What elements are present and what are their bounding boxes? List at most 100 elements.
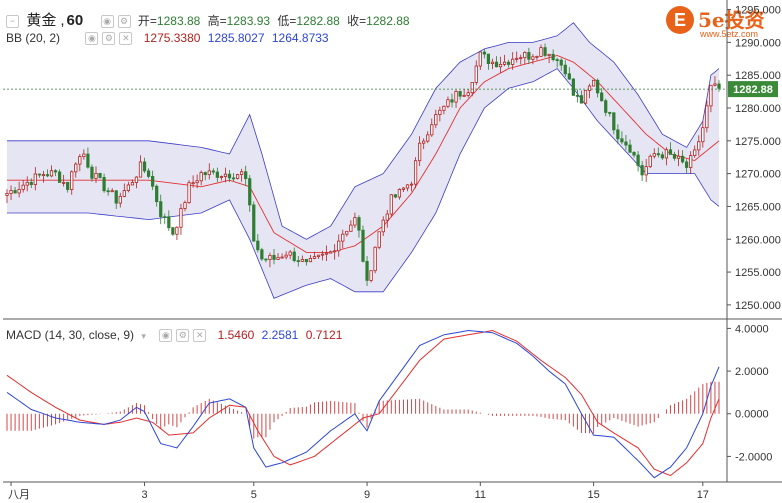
settings-icon[interactable]: ⚙ <box>117 15 131 29</box>
price-tick-label: 1290.000 <box>735 37 781 49</box>
candle-body <box>333 250 337 253</box>
candle-body <box>33 173 37 186</box>
macd-tick-label: 4.0000 <box>735 323 769 335</box>
logo-mark-icon: E <box>666 6 694 34</box>
candle-body <box>203 172 207 176</box>
candle-body <box>660 154 664 159</box>
macd-close-icon[interactable]: ✕ <box>193 329 207 343</box>
candle-body <box>596 79 600 94</box>
candle-body <box>519 57 523 60</box>
candle-body <box>377 231 381 248</box>
bb-eye-icon[interactable]: ◉ <box>85 32 99 46</box>
candle-body <box>470 82 474 94</box>
candle-body <box>458 91 462 97</box>
candle-body <box>292 251 296 262</box>
candle-body <box>175 226 179 235</box>
candle-body <box>648 155 652 168</box>
candle-body <box>604 100 608 113</box>
candle-body <box>114 190 118 204</box>
macd-dropdown-icon[interactable]: ▾ <box>141 331 146 341</box>
candle-body <box>329 251 333 254</box>
candle-body <box>693 149 697 156</box>
candle-body <box>547 53 551 56</box>
candle-body <box>478 51 482 67</box>
candle-body <box>543 47 547 56</box>
candle-body <box>288 251 292 256</box>
candle-body <box>45 174 50 177</box>
candle-body <box>523 52 527 59</box>
candle-body <box>155 185 159 203</box>
candle-body <box>53 170 58 173</box>
candle-body <box>620 138 624 143</box>
timeframe: 60 <box>66 12 84 29</box>
candle-body <box>418 142 422 162</box>
macd-settings-icon[interactable]: ⚙ <box>176 329 190 343</box>
candle-body <box>341 233 345 242</box>
close-value: 1282.88 <box>366 14 410 28</box>
candle-body <box>422 140 426 144</box>
candle-body <box>248 178 252 206</box>
candle-body <box>9 190 13 194</box>
candle-body <box>672 154 677 159</box>
macd-tick-label: -2.0000 <box>735 451 772 463</box>
time-label: 11 <box>475 489 486 501</box>
candle-body <box>389 194 393 215</box>
candle-body <box>74 163 78 173</box>
price-tick-label: 1250.000 <box>735 300 781 312</box>
candle-body <box>567 73 571 80</box>
candle-body <box>78 156 82 165</box>
bb-settings-icon[interactable]: ⚙ <box>102 32 116 46</box>
logo: E 5e投资 www.5etz.com <box>666 4 774 42</box>
eye-icon[interactable]: ◉ <box>100 15 114 29</box>
time-label: 5 <box>251 489 257 501</box>
macd-tick-label: 0.0000 <box>735 409 769 421</box>
candle-body <box>397 189 402 198</box>
bb-close-icon[interactable]: ✕ <box>119 32 133 46</box>
candle-body <box>300 259 304 262</box>
price-tick-label: 1285.000 <box>735 70 781 82</box>
candle-body <box>304 259 308 263</box>
candle-body <box>680 155 685 163</box>
candle-body <box>256 240 260 251</box>
candle-body <box>37 173 41 176</box>
price-tick-label: 1260.000 <box>735 234 781 246</box>
candle-body <box>381 219 385 233</box>
bb-mid-value: 1275.3380 <box>143 31 201 45</box>
candle-body <box>717 83 721 89</box>
candle-body <box>531 56 535 60</box>
macd-eye-icon[interactable]: ◉ <box>159 329 173 343</box>
candle-body <box>17 189 21 194</box>
macd-signal-value: 0.7121 <box>305 328 343 342</box>
candle-body <box>551 53 555 61</box>
candle-body <box>685 161 689 168</box>
candle-body <box>579 95 584 104</box>
candle-body <box>106 190 110 193</box>
time-label: 3 <box>141 489 147 501</box>
candle-body <box>353 217 357 226</box>
candle-body <box>122 190 126 197</box>
high-label: 高= <box>207 14 227 28</box>
macd-line-value: 2.2581 <box>261 328 299 342</box>
candle-body <box>664 149 669 159</box>
candle-body <box>442 105 446 111</box>
candle-body <box>215 171 219 178</box>
candle-body <box>555 59 559 62</box>
candle-body <box>211 170 215 173</box>
candle-body <box>280 256 284 259</box>
price-tick-label: 1270.000 <box>735 169 781 181</box>
last-price-tag <box>728 81 778 98</box>
close-label: 收= <box>347 14 367 28</box>
collapse-icon[interactable]: − <box>6 15 19 29</box>
candle-body <box>701 127 705 143</box>
candle-body <box>264 258 268 261</box>
candle-body <box>405 184 410 189</box>
candle-body <box>272 254 276 260</box>
candle-body <box>130 182 135 186</box>
price-tick-label: 1265.000 <box>735 201 781 213</box>
candle-body <box>559 59 563 66</box>
candle-body <box>656 153 660 156</box>
candle-body <box>235 174 240 179</box>
candle-body <box>486 53 491 64</box>
